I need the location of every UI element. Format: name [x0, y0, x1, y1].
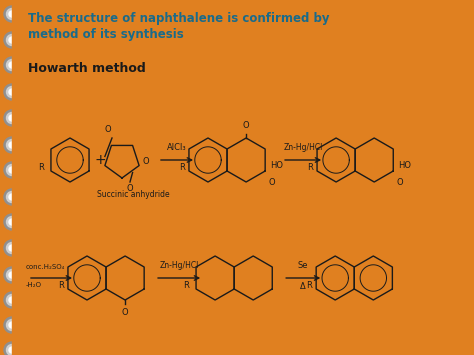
Text: O: O: [105, 125, 111, 134]
Circle shape: [4, 317, 20, 333]
Circle shape: [4, 189, 20, 205]
Text: conc.H₂SO₄: conc.H₂SO₄: [26, 264, 65, 270]
Circle shape: [9, 194, 15, 200]
Circle shape: [9, 142, 15, 148]
Circle shape: [9, 297, 15, 303]
Circle shape: [4, 84, 20, 100]
Circle shape: [4, 267, 20, 283]
Circle shape: [4, 214, 20, 230]
Circle shape: [9, 272, 15, 278]
Circle shape: [4, 110, 20, 126]
Text: R: R: [183, 282, 189, 290]
Text: HO: HO: [398, 160, 411, 169]
Bar: [12, 341, 24, 355]
Text: -H₂O: -H₂O: [26, 282, 42, 288]
Text: O: O: [122, 308, 128, 317]
Circle shape: [4, 162, 20, 178]
Circle shape: [4, 6, 20, 22]
Circle shape: [7, 60, 18, 71]
Circle shape: [4, 240, 20, 256]
Bar: [12, 316, 24, 334]
Bar: [12, 136, 24, 154]
Circle shape: [9, 115, 15, 121]
Circle shape: [7, 320, 18, 331]
Circle shape: [7, 269, 18, 280]
Circle shape: [7, 140, 18, 151]
Circle shape: [9, 167, 15, 173]
Bar: [12, 83, 24, 101]
Circle shape: [4, 32, 20, 48]
Bar: [12, 239, 24, 257]
Circle shape: [7, 191, 18, 202]
Circle shape: [9, 245, 15, 251]
Text: R: R: [58, 282, 64, 290]
Text: method of its synthesis: method of its synthesis: [28, 28, 184, 41]
Circle shape: [9, 62, 15, 68]
Bar: [12, 56, 24, 74]
Text: R: R: [38, 164, 44, 173]
Circle shape: [7, 164, 18, 175]
Circle shape: [7, 87, 18, 98]
Text: Howarth method: Howarth method: [28, 62, 146, 75]
Text: HO: HO: [270, 160, 283, 169]
Bar: [12, 31, 24, 49]
Circle shape: [7, 344, 18, 355]
Text: R: R: [179, 164, 185, 173]
Circle shape: [9, 322, 15, 328]
Circle shape: [9, 11, 15, 17]
Bar: [12, 213, 24, 231]
Text: +: +: [94, 153, 106, 167]
Text: O: O: [269, 178, 275, 187]
Circle shape: [4, 57, 20, 73]
Bar: [12, 5, 24, 23]
Text: R: R: [306, 282, 312, 290]
Text: AlCl₃: AlCl₃: [167, 143, 187, 152]
Bar: [12, 266, 24, 284]
Circle shape: [7, 242, 18, 253]
Circle shape: [4, 137, 20, 153]
Text: O: O: [243, 121, 249, 130]
Text: Zn-Hg/HCl: Zn-Hg/HCl: [159, 261, 199, 270]
Text: O: O: [127, 184, 133, 193]
Circle shape: [4, 292, 20, 308]
Bar: [12, 188, 24, 206]
Text: R: R: [307, 164, 313, 173]
Bar: [12, 161, 24, 179]
Circle shape: [9, 37, 15, 43]
Circle shape: [9, 219, 15, 225]
Circle shape: [4, 342, 20, 355]
Text: O: O: [397, 178, 403, 187]
Text: Se: Se: [298, 261, 309, 270]
Bar: [12, 109, 24, 127]
Text: O: O: [143, 158, 150, 166]
Circle shape: [7, 9, 18, 20]
Text: The structure of naphthalene is confirmed by: The structure of naphthalene is confirme…: [28, 12, 329, 25]
Circle shape: [9, 347, 15, 353]
Circle shape: [9, 89, 15, 95]
Circle shape: [7, 34, 18, 45]
Text: Zn-Hg/HCl: Zn-Hg/HCl: [283, 143, 323, 152]
Text: Succinic anhydride: Succinic anhydride: [97, 190, 170, 199]
Text: Δ: Δ: [301, 282, 306, 291]
Circle shape: [7, 217, 18, 228]
Circle shape: [7, 113, 18, 124]
Circle shape: [7, 295, 18, 306]
Bar: [12, 291, 24, 309]
